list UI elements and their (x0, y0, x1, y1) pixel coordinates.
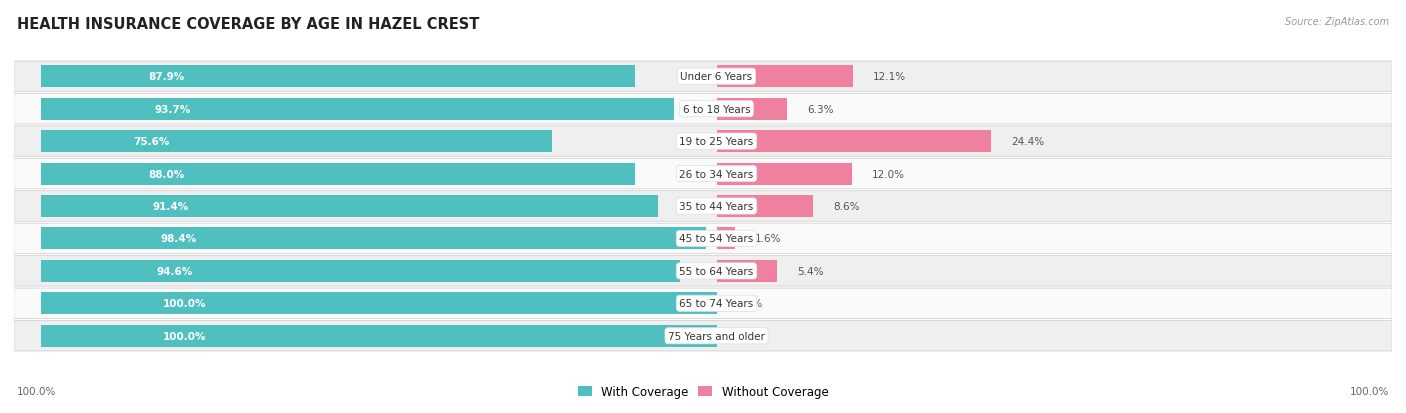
Text: 94.6%: 94.6% (156, 266, 193, 276)
Bar (41, 98, 673, 121)
Bar (41, 228, 706, 250)
Bar (717, 66, 852, 88)
Text: 24.4%: 24.4% (1011, 137, 1045, 147)
FancyBboxPatch shape (14, 256, 1392, 287)
Text: 100.0%: 100.0% (163, 331, 207, 341)
Text: 26 to 34 Years: 26 to 34 Years (679, 169, 754, 179)
Text: 93.7%: 93.7% (155, 104, 191, 114)
FancyBboxPatch shape (14, 288, 1392, 319)
Text: 19 to 25 Years: 19 to 25 Years (679, 137, 754, 147)
Text: 12.0%: 12.0% (872, 169, 905, 179)
FancyBboxPatch shape (14, 191, 1392, 222)
Text: 0.0%: 0.0% (737, 299, 763, 309)
Text: 75.6%: 75.6% (134, 137, 169, 147)
Text: 5.4%: 5.4% (797, 266, 824, 276)
Text: 98.4%: 98.4% (160, 234, 197, 244)
Bar (717, 228, 734, 250)
Bar (717, 260, 778, 282)
Bar (41, 325, 717, 347)
Text: Under 6 Years: Under 6 Years (681, 72, 752, 82)
Text: 100.0%: 100.0% (163, 299, 207, 309)
FancyBboxPatch shape (14, 126, 1392, 157)
Text: 88.0%: 88.0% (148, 169, 184, 179)
Text: 87.9%: 87.9% (148, 72, 184, 82)
Bar (717, 163, 852, 185)
Text: 65 to 74 Years: 65 to 74 Years (679, 299, 754, 309)
Text: Source: ZipAtlas.com: Source: ZipAtlas.com (1285, 17, 1389, 26)
Legend: With Coverage, Without Coverage: With Coverage, Without Coverage (578, 385, 828, 399)
Text: 6.3%: 6.3% (807, 104, 834, 114)
Bar (41, 260, 681, 282)
Text: 35 to 44 Years: 35 to 44 Years (679, 202, 754, 211)
Text: 100.0%: 100.0% (1350, 387, 1389, 396)
Text: 91.4%: 91.4% (152, 202, 188, 211)
FancyBboxPatch shape (14, 94, 1392, 125)
Text: 100.0%: 100.0% (17, 387, 56, 396)
Bar (41, 195, 658, 218)
Bar (41, 292, 717, 315)
Text: 75 Years and older: 75 Years and older (668, 331, 765, 341)
Bar (41, 131, 551, 153)
FancyBboxPatch shape (14, 159, 1392, 189)
Bar (717, 98, 787, 121)
Bar (717, 195, 813, 218)
Text: HEALTH INSURANCE COVERAGE BY AGE IN HAZEL CREST: HEALTH INSURANCE COVERAGE BY AGE IN HAZE… (17, 17, 479, 31)
Text: 6 to 18 Years: 6 to 18 Years (683, 104, 751, 114)
Text: 1.6%: 1.6% (755, 234, 782, 244)
Text: 0.0%: 0.0% (737, 331, 763, 341)
Text: 8.6%: 8.6% (834, 202, 860, 211)
FancyBboxPatch shape (14, 62, 1392, 92)
FancyBboxPatch shape (14, 321, 1392, 351)
Text: 12.1%: 12.1% (873, 72, 905, 82)
Bar (41, 66, 634, 88)
Bar (41, 163, 636, 185)
Bar (717, 131, 991, 153)
Text: 45 to 54 Years: 45 to 54 Years (679, 234, 754, 244)
FancyBboxPatch shape (14, 224, 1392, 254)
Text: 55 to 64 Years: 55 to 64 Years (679, 266, 754, 276)
